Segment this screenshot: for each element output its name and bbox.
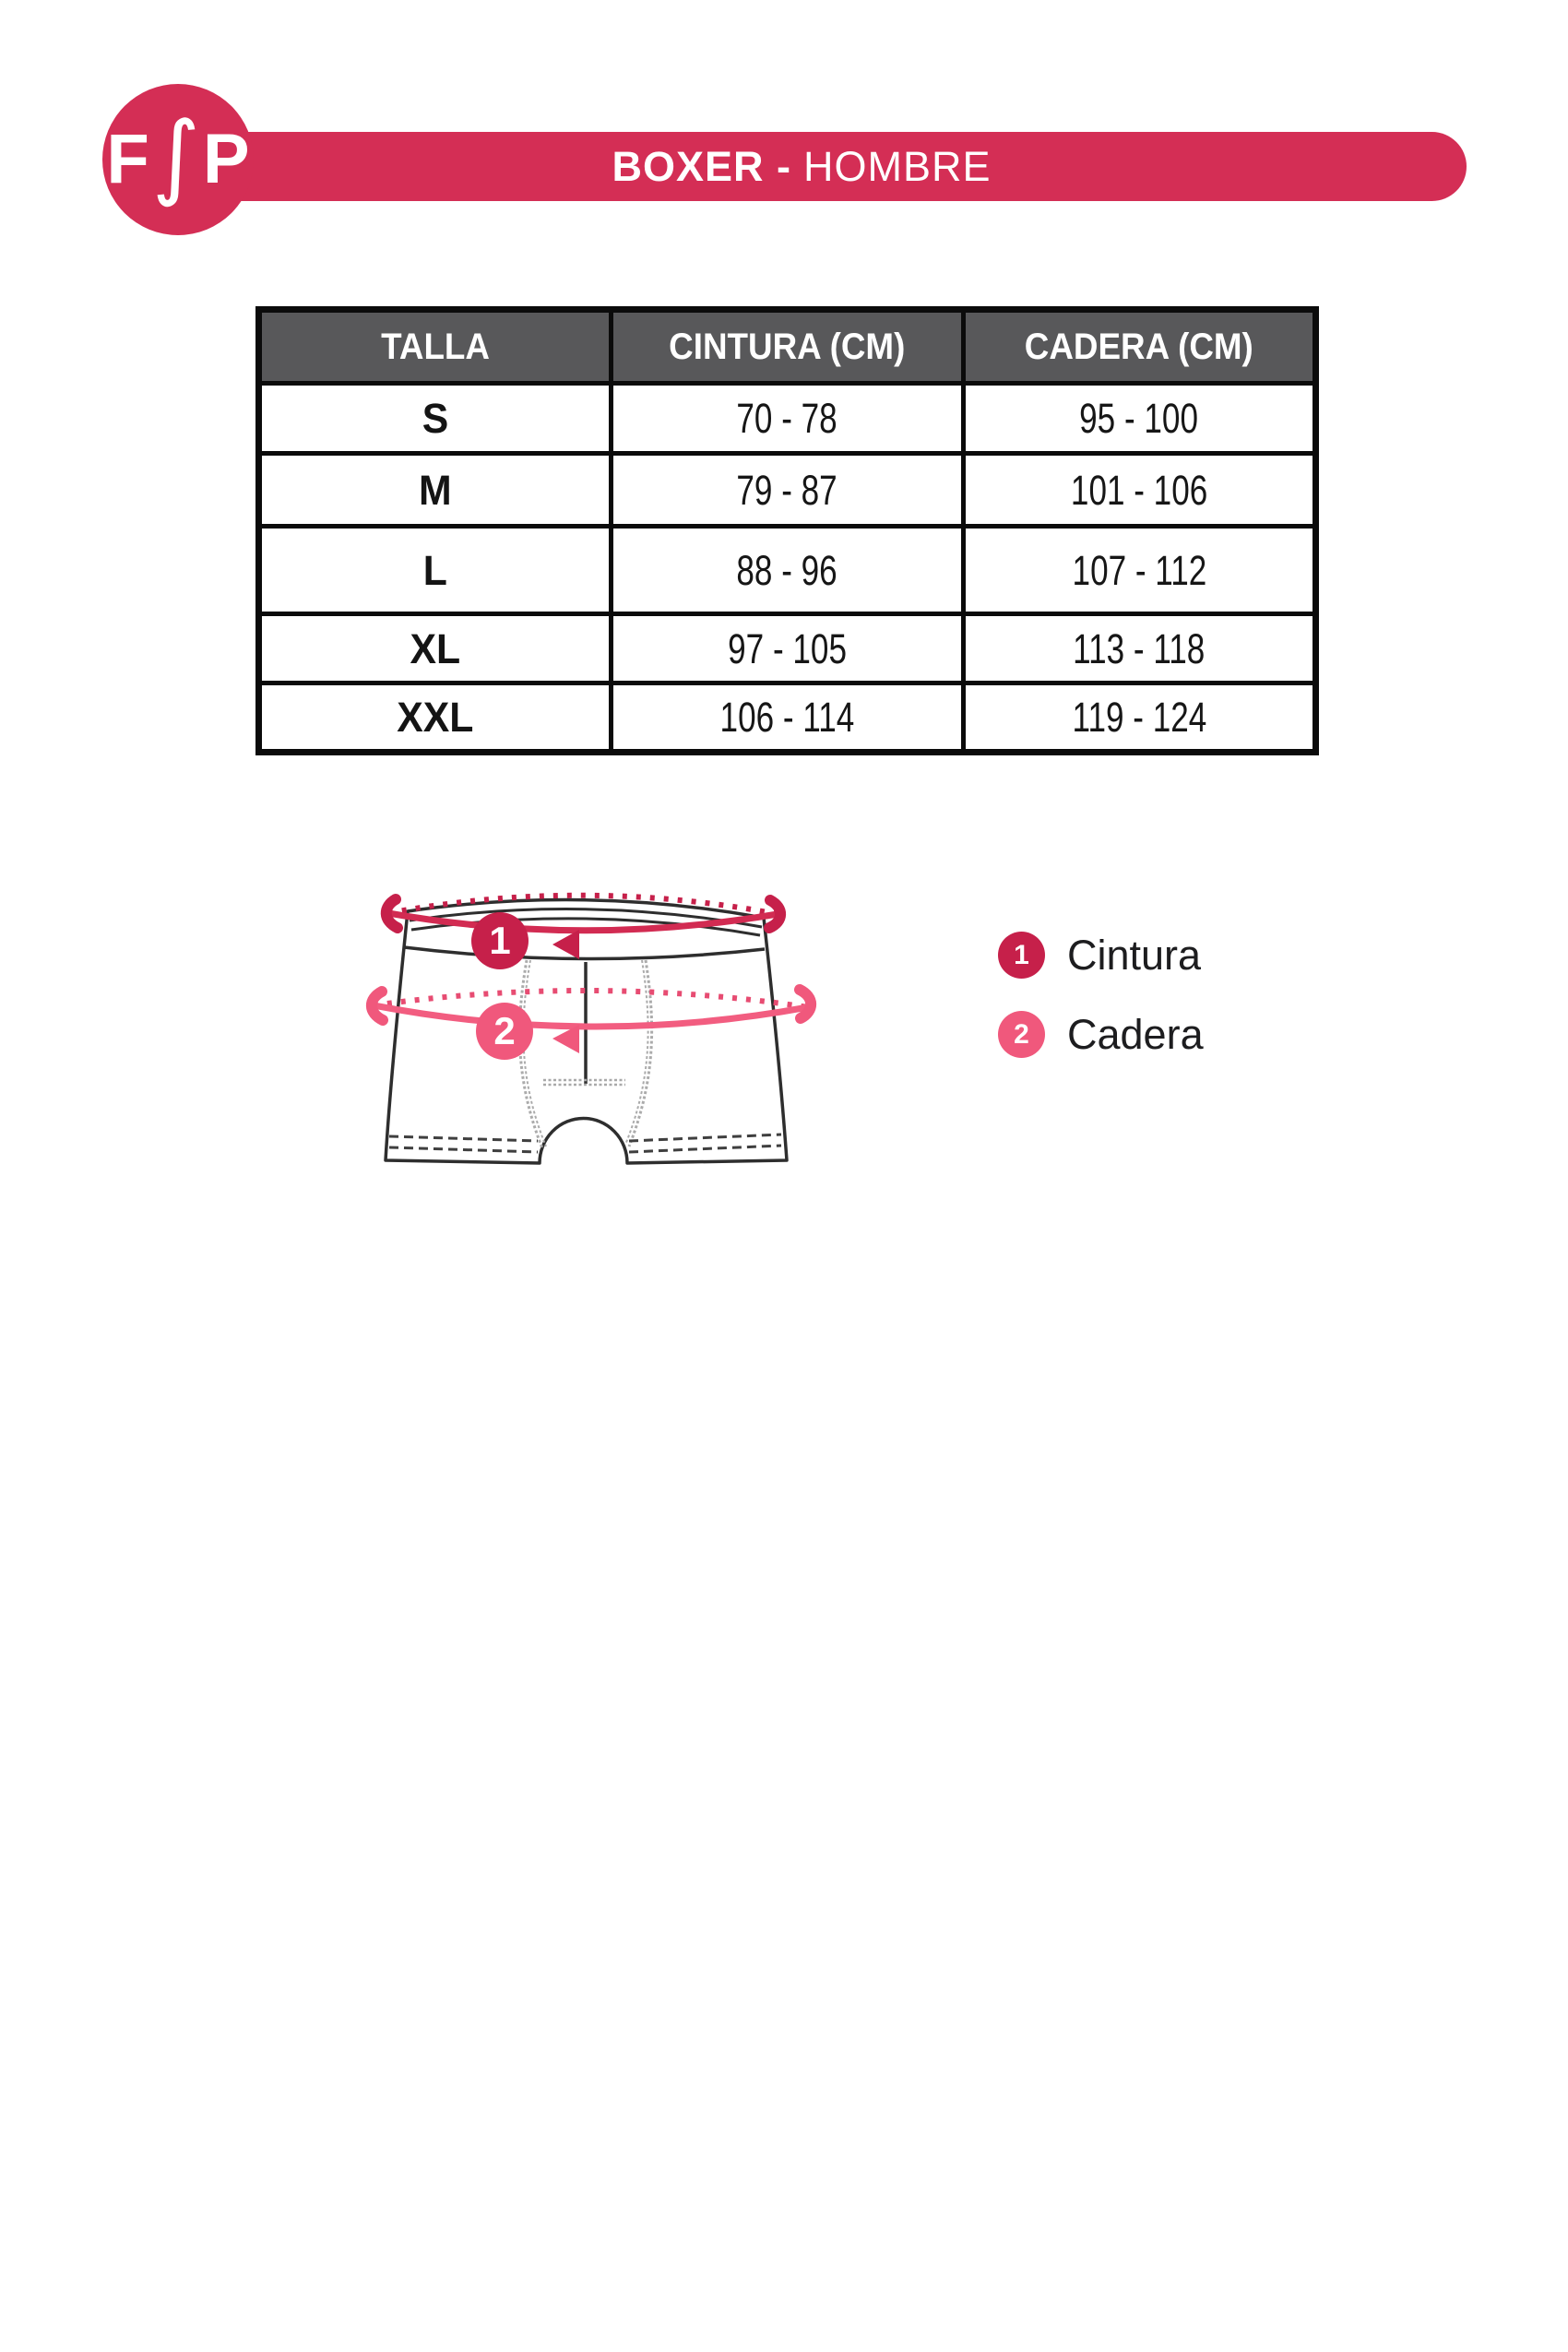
cell-hip: 113 - 118 [960, 612, 1319, 685]
table-row-xxl: XXL 106 - 114 119 - 124 [256, 681, 1319, 754]
hip-measure-line [373, 1002, 809, 1030]
crotch-stitch [543, 1078, 625, 1087]
cell-waist: 70 - 78 [608, 381, 966, 456]
cell-size: XL [256, 612, 613, 685]
logo-letter-p: P [202, 120, 250, 198]
header-cell-cadera: CADERA (CM) [960, 307, 1319, 386]
cell-size: M [256, 451, 613, 529]
cell-waist: 88 - 96 [608, 524, 966, 616]
logo-letter-f: F [106, 120, 149, 198]
hip-ellipse-right-tip [794, 984, 817, 1024]
waist-measure-dotted [387, 892, 778, 917]
waist-ellipse-right-tip [764, 895, 787, 933]
hip-measure-dotted [373, 988, 809, 1010]
waist-ellipse-left-tip [380, 894, 403, 933]
measure-badge-1-number: 1 [489, 919, 511, 962]
cell-hip: 119 - 124 [960, 681, 1319, 754]
banner-title-bold: BOXER - [612, 143, 791, 190]
table-row-xl: XL 97 - 105 113 - 118 [256, 612, 1319, 685]
legend-badge-2: 2 [998, 1011, 1045, 1058]
waist-measure-line [387, 909, 778, 934]
hip-ellipse-left-tip [365, 986, 388, 1026]
hem-stitch-right [628, 1133, 782, 1154]
title-banner: BOXER - HOMBRE [201, 132, 1467, 201]
panel-seam-right [627, 959, 654, 1147]
boxer-illustration [365, 892, 817, 1165]
cell-hip: 107 - 112 [960, 524, 1319, 616]
cell-size: XXL [256, 681, 613, 754]
legend-item-cadera: 2 Cadera [998, 1011, 1204, 1058]
cell-waist: 79 - 87 [608, 451, 966, 529]
banner-title-regular: HOMBRE [803, 143, 992, 190]
squiggle-icon: ∫ [151, 101, 200, 209]
hip-arrow-left-icon [552, 1025, 579, 1053]
table-row-l: L 88 - 96 107 - 112 [256, 524, 1319, 616]
measure-badge-2: 2 [476, 1003, 533, 1060]
table-header-row: TALLA CINTURA (CM) CADERA (CM) [256, 307, 1319, 386]
cell-hip: 101 - 106 [960, 451, 1319, 529]
legend-item-cintura: 1 Cintura [998, 932, 1204, 979]
cell-size: L [256, 524, 613, 616]
table-row-m: M 79 - 87 101 - 106 [256, 451, 1319, 529]
hem-stitch-left [388, 1134, 539, 1154]
panel-seam-right-2 [624, 959, 649, 1146]
table-row-s: S 70 - 78 95 - 100 [256, 381, 1319, 456]
waistband-line [409, 908, 763, 929]
size-table: TALLA CINTURA (CM) CADERA (CM) S 70 - 78… [255, 306, 1319, 755]
measure-badge-1: 1 [471, 912, 529, 969]
waist-arrow-left-icon [552, 930, 579, 959]
legend-label-cintura: Cintura [1067, 932, 1202, 979]
boxer-diagram: 1 2 [364, 872, 853, 1181]
legend-label-cadera: Cadera [1067, 1011, 1204, 1058]
cell-waist: 106 - 114 [608, 681, 966, 754]
header-cell-talla: TALLA [256, 307, 613, 386]
cell-hip: 95 - 100 [960, 381, 1319, 456]
legend-badge-1: 1 [998, 932, 1045, 979]
header-cell-cintura: CINTURA (CM) [608, 307, 966, 386]
waistband-bottom-line [403, 945, 766, 961]
measure-badge-2-number: 2 [493, 1009, 516, 1052]
measurement-legend: 1 Cintura 2 Cadera [998, 932, 1204, 1058]
cell-waist: 97 - 105 [608, 612, 966, 685]
cell-size: S [256, 381, 613, 456]
brand-logo: F ∫ P [102, 84, 254, 235]
